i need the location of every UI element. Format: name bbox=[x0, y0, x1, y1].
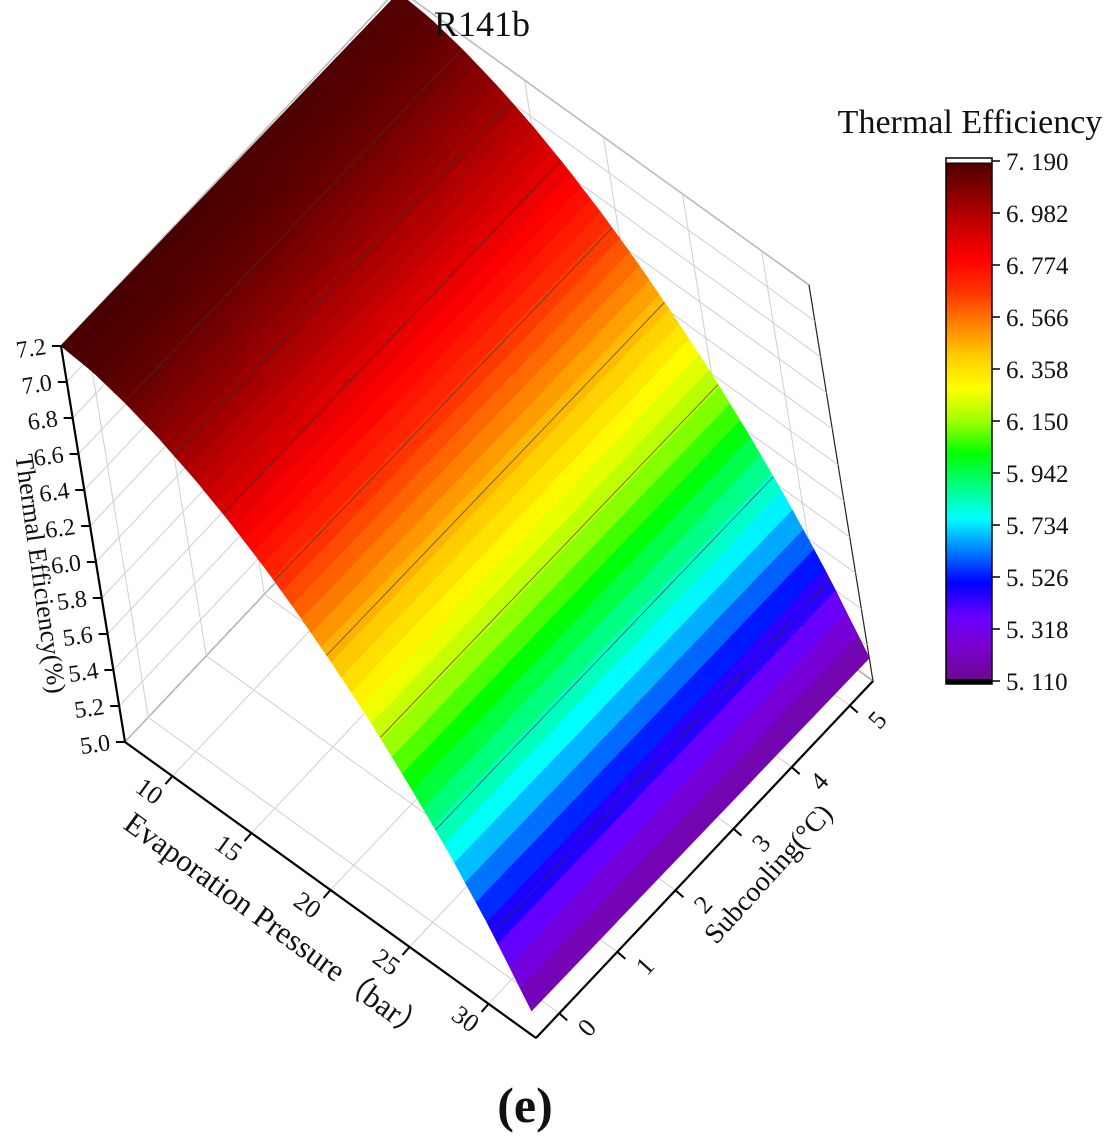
surface-mesh-line bbox=[435, 476, 774, 830]
z-tick-label: 6.0 bbox=[49, 550, 82, 580]
surface-mesh-line bbox=[326, 302, 665, 656]
x-tick bbox=[164, 775, 174, 785]
y-tick bbox=[732, 827, 743, 837]
y-tick bbox=[674, 889, 685, 899]
colorbar-title: Thermal Efficiency bbox=[838, 104, 1103, 141]
colorbar-tick-label: 6. 358 bbox=[1006, 357, 1069, 384]
surface-mesh-line bbox=[222, 160, 562, 514]
x-tick bbox=[401, 946, 411, 956]
colorbar-tick-label: 5. 318 bbox=[1006, 617, 1069, 644]
surface-cell bbox=[519, 958, 561, 1012]
colorbar-tick-label: 6. 774 bbox=[1006, 253, 1069, 280]
y-tick bbox=[849, 704, 859, 714]
y-axis-line bbox=[535, 680, 874, 1039]
y-tick-label: 4 bbox=[804, 767, 834, 796]
colorbar-tick-label: 5. 526 bbox=[1006, 565, 1069, 592]
y-tick bbox=[616, 951, 627, 960]
surface-mesh-line bbox=[172, 101, 512, 455]
x-tick bbox=[243, 832, 253, 842]
colorbar-tick-label: 5. 734 bbox=[1006, 513, 1069, 540]
colorbar-tick-label: 6. 566 bbox=[1006, 305, 1069, 332]
y-tick bbox=[790, 766, 801, 775]
x-tick bbox=[480, 1003, 490, 1013]
z-tick-label: 5.6 bbox=[61, 622, 94, 652]
colorbar: 7. 190 6. 982 6. 774 6. 566 6. 358 6. 150 5. 9… bbox=[945, 149, 1069, 696]
colorbar-tick-label: 6. 982 bbox=[1006, 201, 1069, 228]
colorbar-tick-label: 5. 942 bbox=[1006, 461, 1069, 488]
grid-line-efficiency bbox=[60, 0, 810, 347]
colorbar-tick-label: 5. 110 bbox=[1006, 669, 1068, 696]
z-axis-line bbox=[59, 345, 127, 743]
colorbar-tick-label: 7. 190 bbox=[1006, 149, 1069, 176]
colorbar-tick-label: 6. 150 bbox=[1006, 409, 1069, 436]
x-tick-label: 30 bbox=[447, 1000, 485, 1039]
surface-mesh bbox=[60, 0, 870, 1012]
surface-mesh-line bbox=[380, 384, 719, 738]
surface-mesh-line bbox=[274, 227, 613, 582]
x-tick-label: 10 bbox=[130, 772, 168, 811]
y-tick-label: 5 bbox=[862, 705, 892, 734]
x-tick bbox=[322, 889, 332, 899]
surface-mesh-line bbox=[124, 48, 463, 403]
z-tick-label: 6.6 bbox=[32, 442, 65, 472]
y-tick-label: 0 bbox=[572, 1013, 602, 1042]
y-tick bbox=[558, 1012, 568, 1022]
z-tick-label: 7.0 bbox=[20, 370, 53, 400]
z-tick-label: 6.2 bbox=[44, 514, 77, 544]
z-tick-label: 7.2 bbox=[15, 334, 48, 364]
panel-label: (e) bbox=[497, 1077, 553, 1133]
z-tick-label: 5.8 bbox=[55, 586, 88, 616]
z-tick-label: 5.0 bbox=[79, 730, 112, 760]
colorbar-gradient bbox=[946, 162, 992, 680]
colorbar-min-cap bbox=[946, 679, 992, 684]
z-tick-label: 5.2 bbox=[73, 694, 106, 724]
z-tick-label: 6.4 bbox=[38, 478, 71, 508]
z-tick-label: 6.8 bbox=[26, 406, 59, 436]
surface-mesh-line bbox=[492, 580, 831, 934]
z-tick-label: 5.4 bbox=[67, 658, 100, 688]
chart-title: R141b bbox=[434, 4, 530, 44]
y-tick-label: 1 bbox=[630, 952, 660, 981]
